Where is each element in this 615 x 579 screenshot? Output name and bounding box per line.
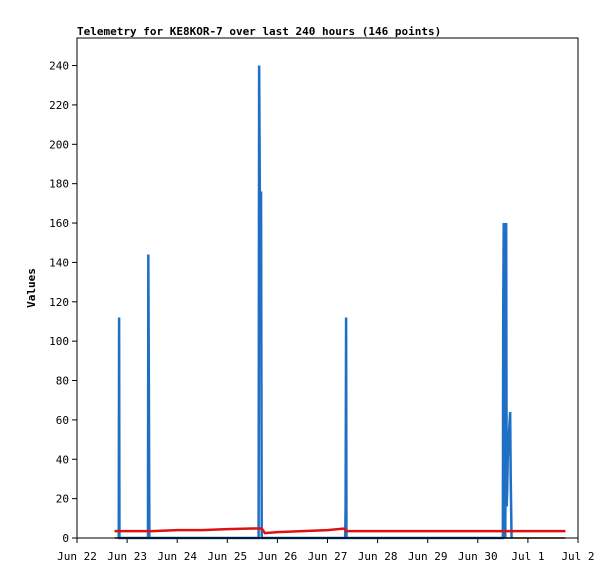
y-tick-label: 40 bbox=[56, 453, 69, 466]
x-tick-label: Jun 29 bbox=[408, 550, 448, 563]
y-tick-label: 100 bbox=[49, 335, 69, 348]
y-tick-label: 80 bbox=[56, 375, 69, 388]
y-tick-label: 180 bbox=[49, 178, 69, 191]
x-tick-label: Jun 23 bbox=[107, 550, 147, 563]
series-group bbox=[114, 65, 566, 540]
y-tick-label: 220 bbox=[49, 99, 69, 112]
y-tick-label: 120 bbox=[49, 296, 69, 309]
y-tick-label: 20 bbox=[56, 493, 69, 506]
series-line-2 bbox=[114, 527, 566, 535]
y-axis-label: Values bbox=[25, 268, 38, 308]
x-tick-label: Jul 1 bbox=[511, 550, 544, 563]
x-tick-label: Jun 24 bbox=[157, 550, 197, 563]
x-tick-label: Jun 27 bbox=[308, 550, 348, 563]
x-tick-label: Jul 2 bbox=[561, 550, 594, 563]
x-tick-label: Jun 28 bbox=[358, 550, 398, 563]
x-tick-label: Jun 22 bbox=[57, 550, 97, 563]
x-tick-label: Jun 30 bbox=[458, 550, 498, 563]
y-tick-label: 200 bbox=[49, 138, 69, 151]
y-tick-label: 240 bbox=[49, 60, 69, 73]
y-tick-label: 160 bbox=[49, 217, 69, 230]
y-tick-label: 0 bbox=[62, 532, 69, 545]
chart-title: Telemetry for KE8KOR-7 over last 240 hou… bbox=[77, 25, 441, 38]
x-axis: Jun 22 Jun 23 Jun 24 Jun 25 Jun 26 Jun 27 Jun … bbox=[57, 538, 595, 563]
x-tick-label: Jun 25 bbox=[207, 550, 247, 563]
y-tick-label: 60 bbox=[56, 414, 69, 427]
series-line-1 bbox=[117, 65, 513, 540]
y-axis: 0 20 40 60 80 100 120 140 160 180 200 220 240 bbox=[49, 60, 77, 545]
y-tick-label: 140 bbox=[49, 256, 69, 269]
x-tick-label: Jun 26 bbox=[258, 550, 298, 563]
